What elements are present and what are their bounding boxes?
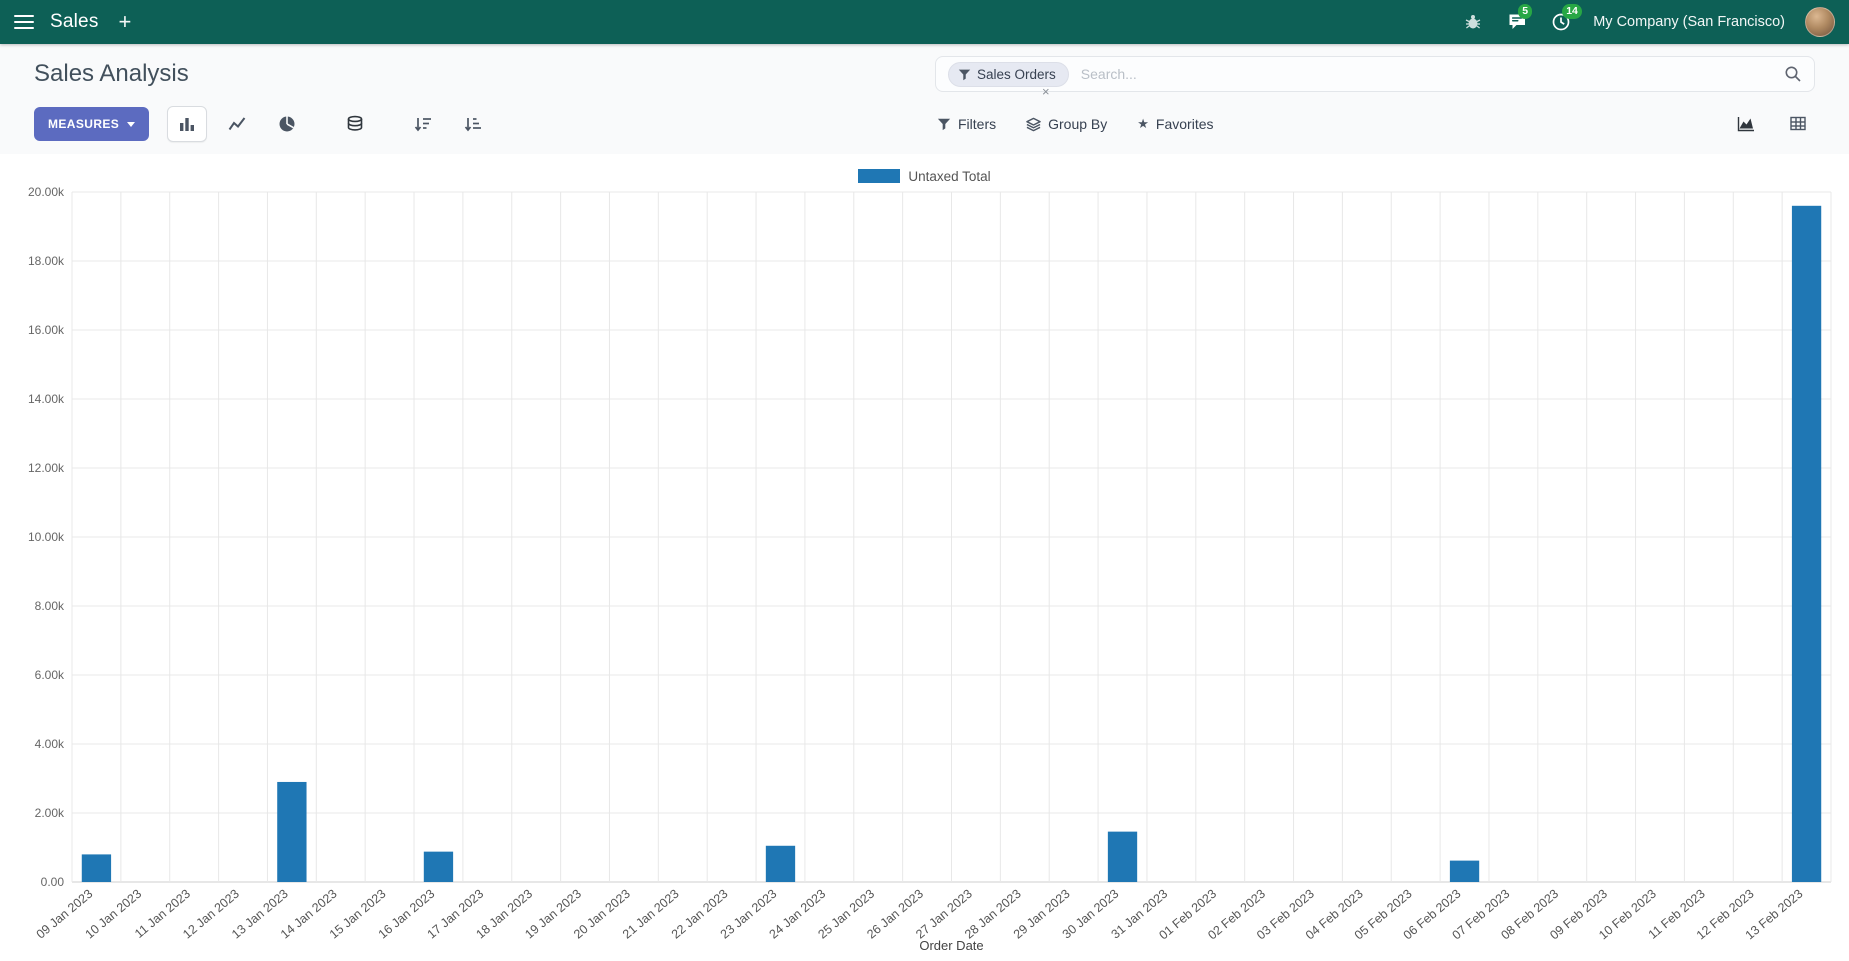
user-avatar[interactable] [1805, 7, 1835, 37]
svg-text:6.00k: 6.00k [35, 668, 65, 682]
svg-text:20.00k: 20.00k [28, 186, 65, 199]
measures-button[interactable]: MEASURES [34, 107, 150, 141]
chart-area: Untaxed Total 0.00 2.00k 4.00k 6.00k 8.00k 10… [0, 154, 1849, 961]
new-window-plus-icon[interactable]: + [118, 9, 132, 34]
group-by-button[interactable]: Group By [1026, 116, 1107, 132]
sort-descending-button[interactable] [403, 106, 443, 142]
svg-text:18.00k: 18.00k [28, 254, 65, 268]
page-title: Sales Analysis [34, 60, 189, 87]
svg-text:Order Date: Order Date [919, 938, 983, 953]
view-switcher [1729, 106, 1815, 142]
search-input[interactable] [1068, 66, 1784, 82]
search-icon[interactable] [1784, 65, 1802, 83]
chevron-down-icon [127, 121, 136, 127]
stacked-toggle-button[interactable] [335, 106, 375, 142]
favorites-button[interactable]: ★ Favorites [1137, 116, 1214, 132]
bar-chart-button[interactable] [167, 106, 208, 142]
facet-remove-button[interactable]: × [1042, 84, 1050, 99]
pivot-view-button[interactable] [1781, 106, 1815, 142]
search-facet-sales-orders[interactable]: Sales Orders [948, 61, 1069, 87]
navbar-right: 5 14 My Company (San Francisco) [1461, 4, 1835, 37]
search-bar[interactable]: Sales Orders × [935, 56, 1815, 98]
activities-clock-icon[interactable]: 14 [1549, 4, 1582, 33]
company-menu[interactable]: My Company (San Francisco) [1593, 14, 1785, 30]
filters-button[interactable]: Filters [937, 116, 996, 132]
svg-text:10.00k: 10.00k [28, 530, 65, 544]
bug-icon[interactable] [1461, 11, 1485, 33]
breadcrumb-row: Sales Analysis Sales Orders × [34, 54, 1815, 98]
svg-text:2.00k: 2.00k [35, 806, 65, 820]
messages-badge: 5 [1518, 4, 1533, 19]
svg-text:4.00k: 4.00k [35, 737, 65, 751]
activities-badge: 14 [1562, 4, 1582, 19]
legend-label: Untaxed Total [908, 168, 991, 184]
hamburger-menu-icon[interactable] [14, 15, 34, 29]
chart-type-buttons [167, 106, 493, 142]
chart-legend[interactable]: Untaxed Total [10, 166, 1839, 186]
svg-text:0.00: 0.00 [41, 875, 65, 889]
svg-text:8.00k: 8.00k [35, 599, 65, 613]
app-name[interactable]: Sales [50, 11, 99, 32]
graph-view-button[interactable] [1729, 106, 1763, 142]
toolbar-row: MEASURES [34, 104, 1815, 144]
messages-icon[interactable]: 5 [1505, 4, 1533, 33]
search-options: Filters Group By ★ Favorites [937, 116, 1214, 132]
sales-analysis-bar-chart[interactable]: 0.00 2.00k 4.00k 6.00k 8.00k 10.00k 12.00k 14.0… [10, 185, 1839, 956]
top-navbar: Sales + 5 14 [0, 0, 1849, 44]
pie-chart-button[interactable] [267, 106, 307, 142]
search-facet-label: Sales Orders [977, 66, 1056, 82]
line-chart-button[interactable] [217, 106, 257, 142]
sort-ascending-button[interactable] [453, 106, 493, 142]
svg-text:12.00k: 12.00k [28, 461, 65, 475]
svg-text:14.00k: 14.00k [28, 392, 65, 406]
star-icon: ★ [1137, 116, 1149, 131]
control-panel: Sales Analysis Sales Orders × MEASURES [0, 44, 1849, 154]
svg-text:16.00k: 16.00k [28, 323, 65, 337]
legend-swatch [858, 169, 901, 183]
